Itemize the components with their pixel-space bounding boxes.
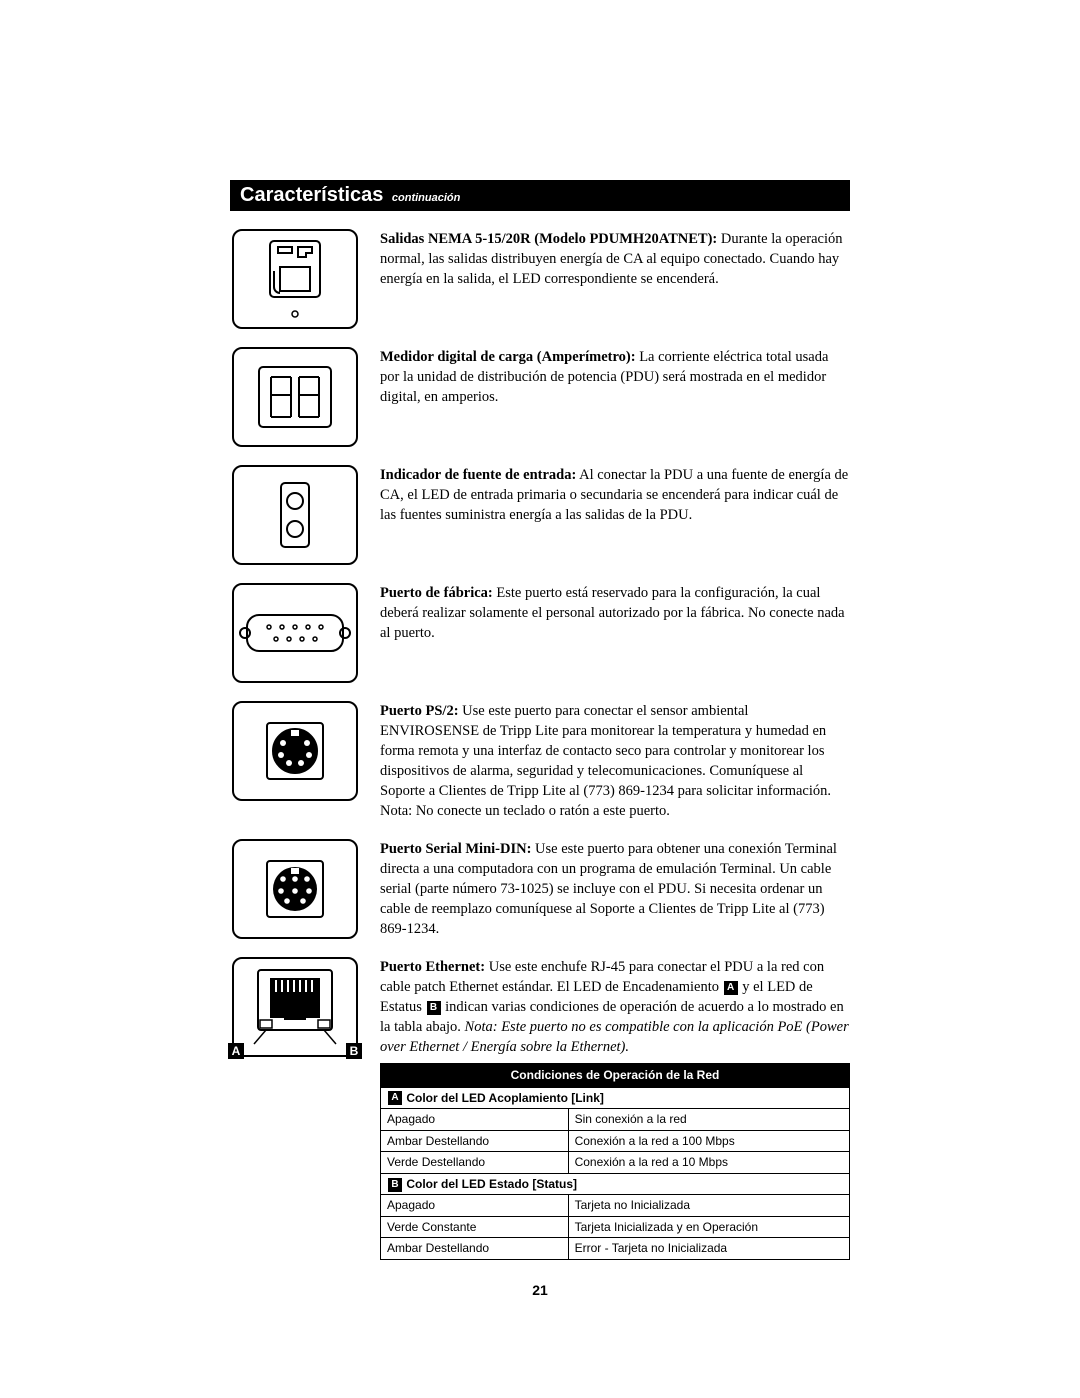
feature-row-input: Indicador de fuente de entrada: Al conec… — [230, 465, 850, 565]
factory-port-icon — [232, 583, 358, 683]
ps2-port-icon — [232, 701, 358, 801]
outlet-icon — [232, 229, 358, 329]
table-row: ApagadoSin conexión a la red — [381, 1109, 850, 1131]
table-row: Verde ConstanteTarjeta Inicializada y en… — [381, 1216, 850, 1238]
feature-text-serial: Puerto Serial Mini-DIN: Use este puerto … — [380, 839, 850, 939]
feature-text-input: Indicador de fuente de entrada: Al conec… — [380, 465, 850, 525]
table-section-a-header: A Color del LED Acoplamiento [Link] — [381, 1087, 850, 1109]
section-header: Características continuación — [230, 180, 850, 211]
feature-row-outlet: Salidas NEMA 5-15/20R (Modelo PDUMH20ATN… — [230, 229, 850, 329]
page-number: 21 — [230, 1282, 850, 1298]
feature-row-ps2: Puerto PS/2: Use este puerto para conect… — [230, 701, 850, 821]
feature-row-meter: Medidor digital de carga (Amperímetro): … — [230, 347, 850, 447]
feature-row-serial: Puerto Serial Mini-DIN: Use este puerto … — [230, 839, 850, 939]
table-row: Verde DestellandoConexión a la red a 10 … — [381, 1152, 850, 1174]
feature-text-outlet: Salidas NEMA 5-15/20R (Modelo PDUMH20ATN… — [380, 229, 850, 289]
feature-row-factory: Puerto de fábrica: Este puerto está rese… — [230, 583, 850, 683]
feature-text-ps2: Puerto PS/2: Use este puerto para conect… — [380, 701, 850, 821]
header-subtitle: continuación — [392, 192, 460, 204]
table-row: Ambar DestellandoConexión a la red a 100… — [381, 1130, 850, 1152]
ethernet-label-a: A — [228, 1043, 244, 1059]
table-title: Condiciones de Operación de la Red — [381, 1064, 850, 1088]
input-indicator-icon — [232, 465, 358, 565]
feature-text-factory: Puerto de fábrica: Este puerto está rese… — [380, 583, 850, 643]
network-conditions-table: Condiciones de Operación de la Red A Col… — [380, 1063, 850, 1260]
table-row: Ambar DestellandoError - Tarjeta no Inic… — [381, 1238, 850, 1260]
ethernet-label-b: B — [346, 1043, 362, 1059]
table-section-b-header: B Color del LED Estado [Status] — [381, 1173, 850, 1195]
meter-icon — [232, 347, 358, 447]
badge-a-inline: A — [724, 981, 738, 995]
serial-port-icon — [232, 839, 358, 939]
header-title: Características — [240, 184, 383, 206]
ethernet-port-icon — [232, 957, 358, 1057]
feature-text-meter: Medidor digital de carga (Amperímetro): … — [380, 347, 850, 407]
feature-text-ethernet: Puerto Ethernet: Use este enchufe RJ-45 … — [380, 957, 850, 1260]
badge-b-inline: B — [427, 1001, 441, 1015]
feature-row-ethernet: A B Puerto Ethernet: Use este enchufe RJ… — [230, 957, 850, 1260]
table-row: ApagadoTarjeta no Inicializada — [381, 1195, 850, 1217]
